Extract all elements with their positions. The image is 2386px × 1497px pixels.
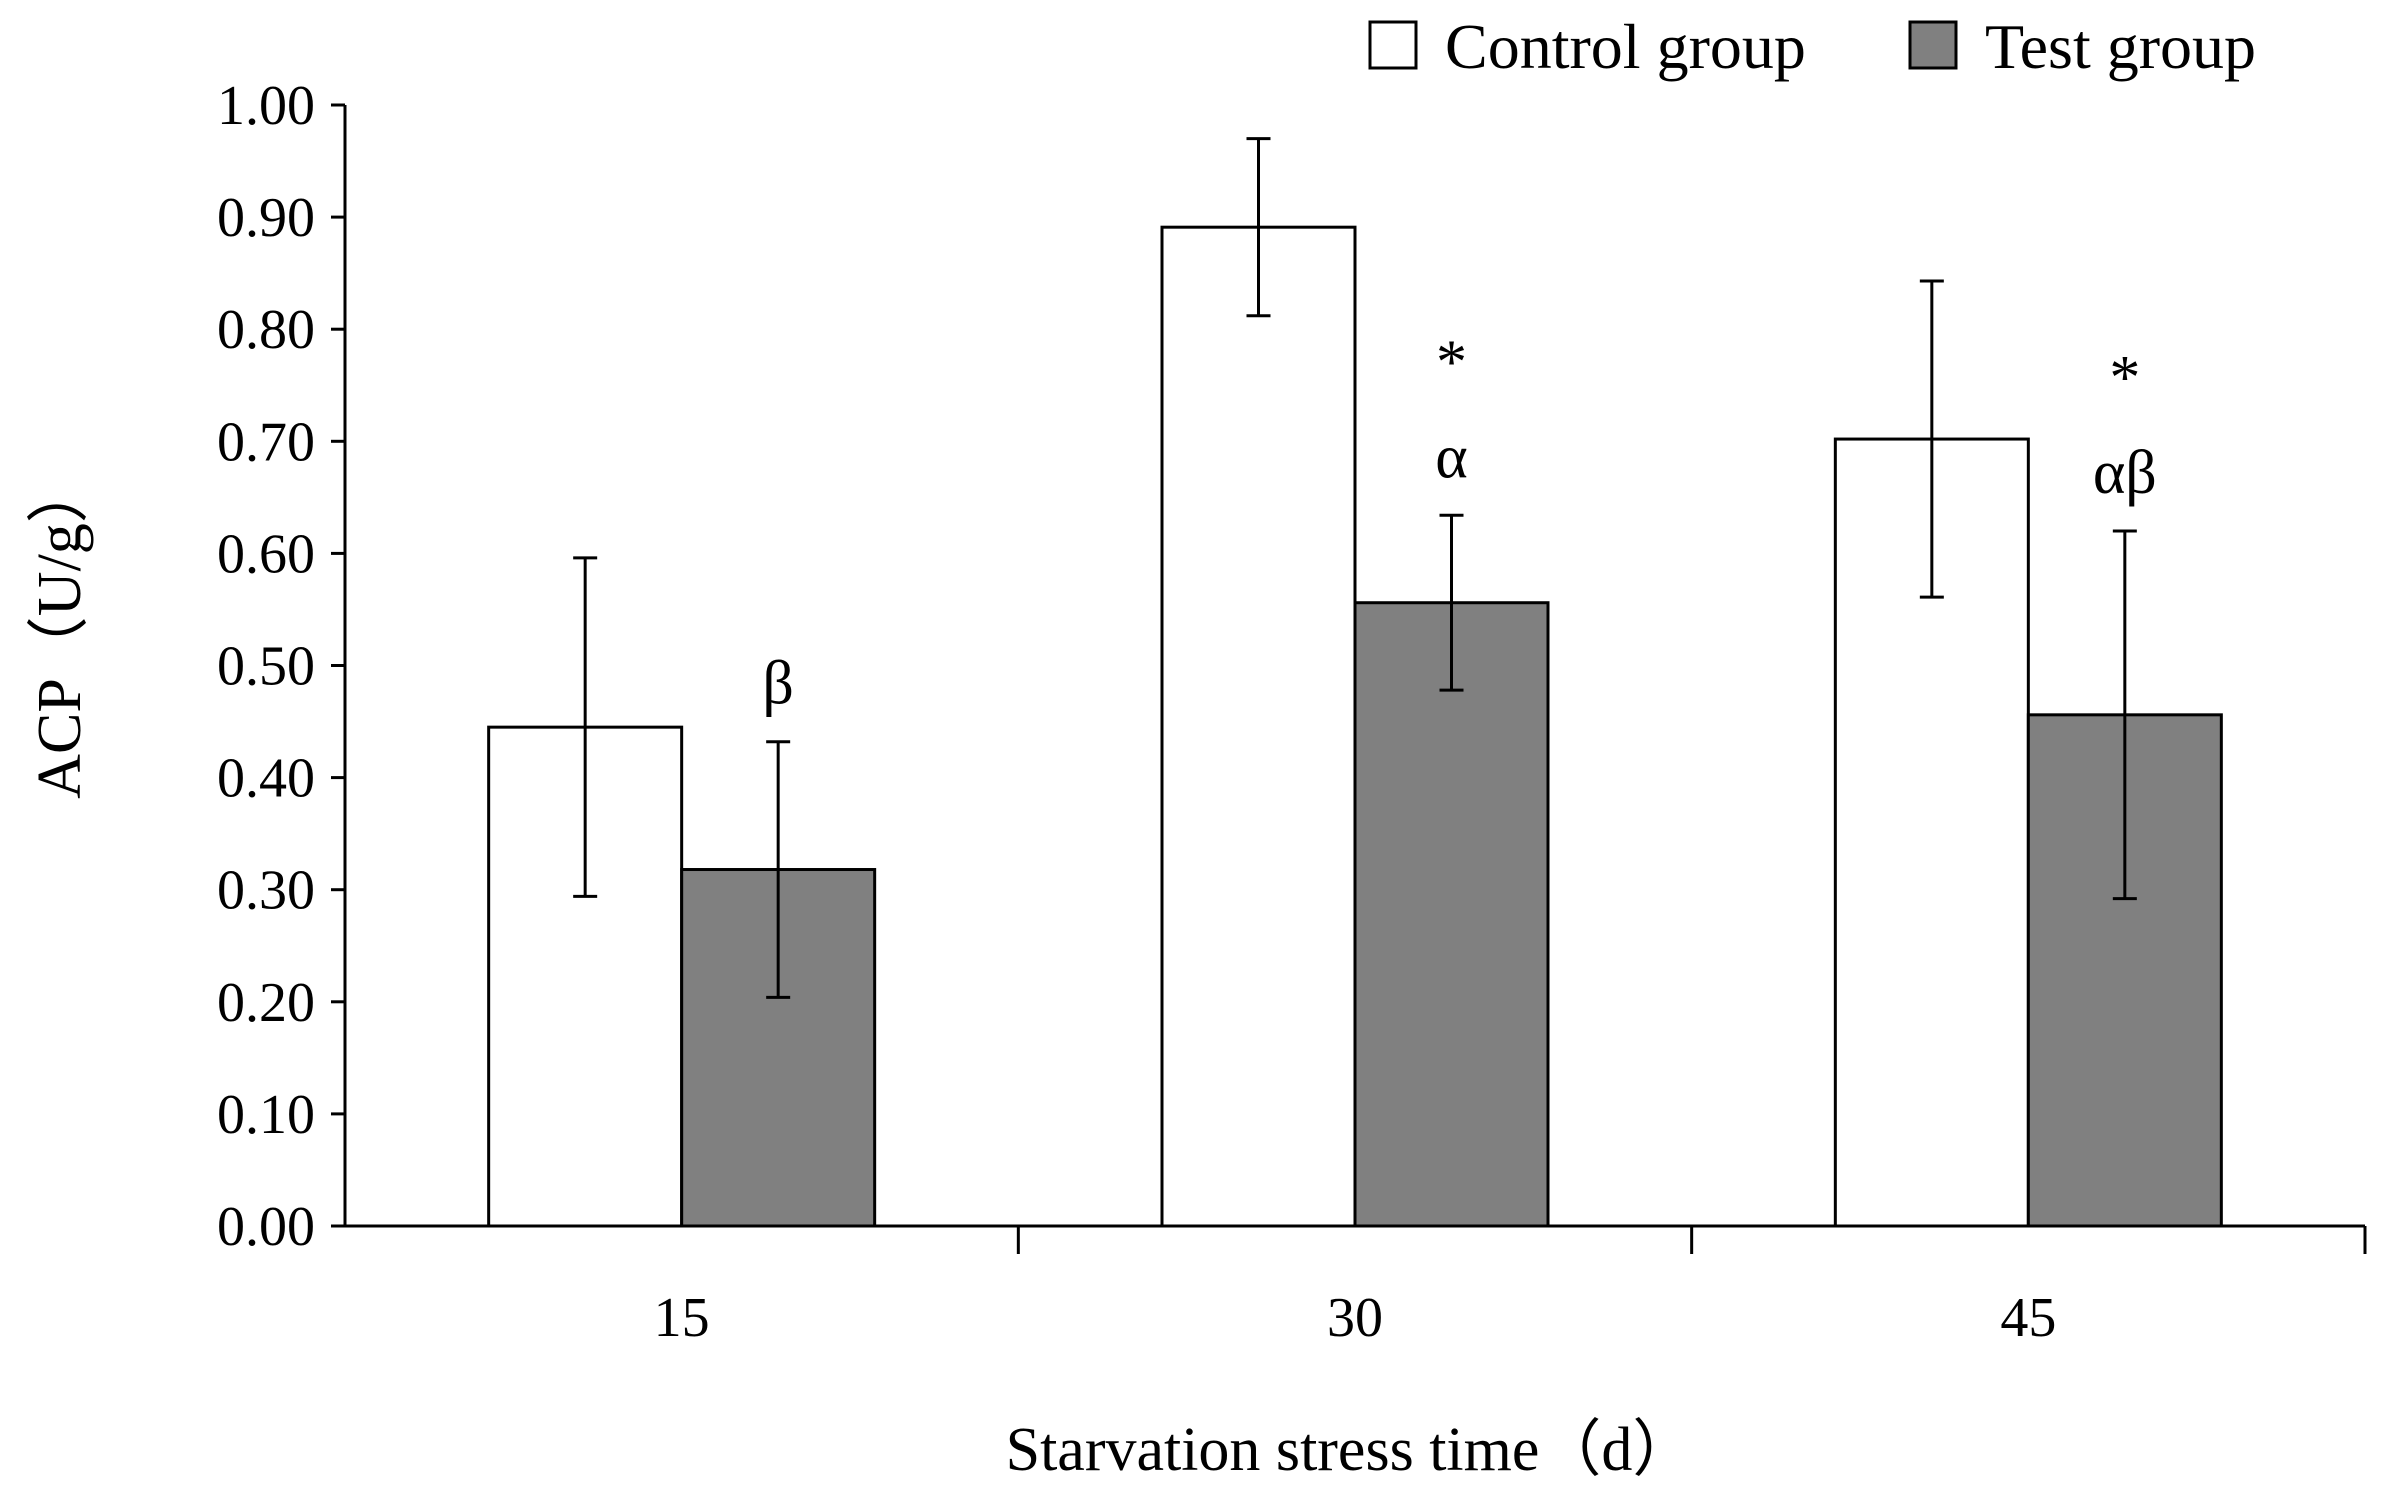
significance-mark: α xyxy=(1435,423,1467,491)
y-tick-label: 1.00 xyxy=(217,75,315,137)
x-category-label: 30 xyxy=(1327,1287,1383,1349)
bar-control-30 xyxy=(1160,225,1357,1228)
legend-label-test: Test group xyxy=(1985,11,2256,82)
y-axis-title: ACP（U/g） xyxy=(26,461,94,799)
y-tick-label: 0.00 xyxy=(217,1196,315,1258)
y-tick-label: 0.80 xyxy=(217,299,315,361)
significance-mark: β xyxy=(762,650,794,718)
y-tick-label: 0.30 xyxy=(217,860,315,922)
legend: Control group Test group xyxy=(1368,11,2256,82)
significance-mark: αβ xyxy=(2093,439,2157,507)
axes xyxy=(343,105,2367,1254)
bar-test-30 xyxy=(1353,601,1550,1228)
x-axis-title: Starvation stress time（d） xyxy=(1006,1416,1695,1484)
significance-annotations: β α * αβ * xyxy=(762,328,2156,717)
y-tick-label: 0.90 xyxy=(217,187,315,249)
significance-mark: * xyxy=(2109,344,2140,412)
x-axis-category-labels: 15 30 45 xyxy=(654,1287,2057,1349)
legend-swatch-test xyxy=(1908,20,1958,70)
y-axis-ticks: 0.00 0.10 0.20 0.30 0.40 0.50 0.60 0.70 0.80 0.90… xyxy=(217,75,345,1258)
legend-label-control: Control group xyxy=(1445,11,1806,82)
y-tick-label: 0.10 xyxy=(217,1084,315,1146)
y-tick-label: 0.20 xyxy=(217,972,315,1034)
x-category-label: 45 xyxy=(2000,1287,2056,1349)
error-bars xyxy=(573,137,2137,999)
y-tick-label: 0.60 xyxy=(217,523,315,585)
x-category-label: 15 xyxy=(654,1287,710,1349)
significance-mark: * xyxy=(1436,328,1467,396)
y-tick-label: 0.70 xyxy=(217,411,315,473)
legend-swatch-control xyxy=(1368,20,1418,70)
bars xyxy=(487,225,2223,1228)
y-tick-label: 0.40 xyxy=(217,748,315,810)
y-tick-label: 0.50 xyxy=(217,636,315,698)
